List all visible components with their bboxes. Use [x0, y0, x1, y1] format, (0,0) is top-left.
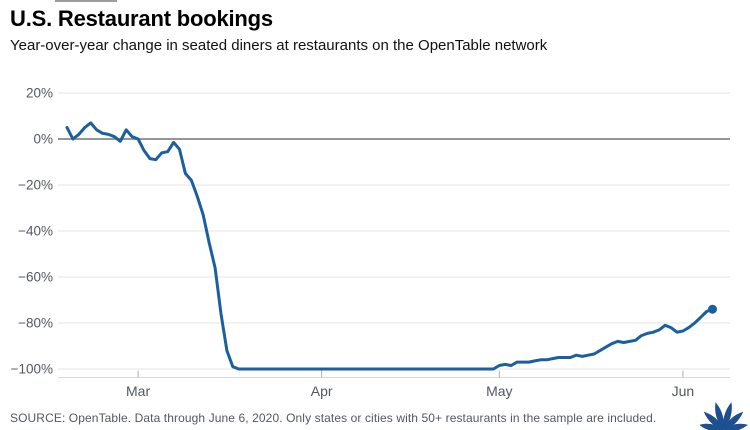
y-axis-label: −40%: [18, 224, 53, 239]
y-axis-label: −80%: [18, 316, 53, 331]
latest-value-dot: [708, 304, 717, 314]
y-axis-label: −60%: [18, 270, 53, 285]
x-axis-label: Jun: [672, 383, 695, 399]
nbc-peacock-icon: [700, 402, 748, 430]
y-axis-label: 0%: [33, 132, 53, 147]
y-axis-label: −20%: [18, 178, 53, 193]
crop-artifact: [55, 0, 117, 2]
source-note: SOURCE: OpenTable. Data through June 6, …: [10, 411, 657, 425]
chart-title: U.S. Restaurant bookings: [10, 6, 273, 31]
x-axis-label: Mar: [126, 383, 150, 399]
y-axis-label: −100%: [11, 362, 53, 377]
data-line-series: [65, 121, 714, 371]
x-axis-label: May: [486, 383, 512, 399]
y-axis-label: 20%: [26, 86, 53, 101]
chart-subtitle: Year-over-year change in seated diners a…: [10, 37, 548, 54]
x-axis-label: Apr: [311, 383, 333, 399]
